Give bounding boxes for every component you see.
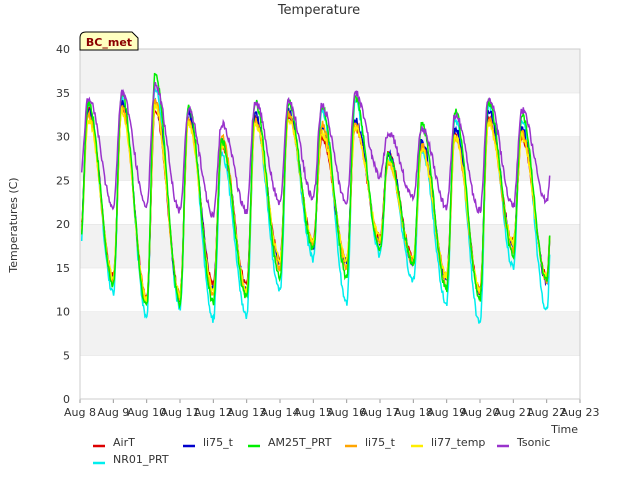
x-tick-label: Aug 9 (97, 406, 129, 419)
x-tick-label: Aug 8 (64, 406, 96, 419)
legend-label: Tsonic (516, 436, 550, 449)
series-lines (80, 72, 551, 324)
y-tick-label: 10 (56, 306, 70, 319)
x-tick-label: Aug 23 (561, 406, 600, 419)
x-tick-label: Aug 11 (161, 406, 200, 419)
x-tick-label: Aug 14 (261, 406, 300, 419)
grid-band (80, 224, 580, 268)
legend-label: li75_t (365, 436, 396, 449)
y-tick-label: 25 (56, 174, 70, 187)
station-badge: BC_met (79, 31, 139, 51)
y-tick-label: 35 (56, 87, 70, 100)
grid-band (80, 311, 580, 356)
x-tick-label: Aug 22 (527, 406, 566, 419)
x-tick-label: Aug 18 (394, 406, 433, 419)
plot-frame (79, 48, 581, 400)
legend-label: li75_t (203, 436, 234, 449)
legend-label: NR01_PRT (113, 453, 169, 466)
y-tick-label: 20 (56, 218, 70, 231)
x-tick-label: Aug 13 (227, 406, 266, 419)
series-line-tsonic (80, 81, 551, 218)
y-axis-label: Temperatures (C) (7, 177, 20, 273)
legend-label: AirT (113, 436, 135, 449)
x-tick-label: Aug 10 (127, 406, 166, 419)
badge-label: BC_met (86, 36, 132, 49)
x-tick-label: Aug 19 (427, 406, 466, 419)
x-tick-label: Aug 12 (194, 406, 233, 419)
x-tick-label: Aug 20 (461, 406, 500, 419)
legend-label: li77_temp (431, 436, 485, 449)
x-tick-label: Aug 21 (494, 406, 533, 419)
x-tick-label: Aug 16 (327, 406, 366, 419)
series-line-am25t-prt (80, 72, 551, 310)
legend: AirT li75_t AM25T_PRT li75_t li77_temp Tsonic… (93, 436, 550, 466)
y-tick-label: 40 (56, 43, 70, 56)
badge-shape (79, 31, 139, 51)
y-tick-label: 15 (56, 262, 70, 275)
y-ticks: 0 5 10 15 20 25 30 35 40 (56, 43, 70, 406)
chart-title: Temperature (277, 3, 360, 18)
grid-band (80, 180, 580, 224)
x-tick-label: Aug 17 (361, 406, 400, 419)
x-axis-label: Time (550, 423, 578, 436)
x-tick-label: Aug 15 (294, 406, 333, 419)
y-tick-label: 30 (56, 131, 70, 144)
legend-label: AM25T_PRT (268, 436, 332, 449)
grid-band (80, 355, 580, 399)
grid-band (80, 267, 580, 312)
y-tick-label: 5 (63, 349, 70, 362)
grid-band (80, 49, 580, 93)
y-tick-label: 0 (63, 393, 70, 406)
